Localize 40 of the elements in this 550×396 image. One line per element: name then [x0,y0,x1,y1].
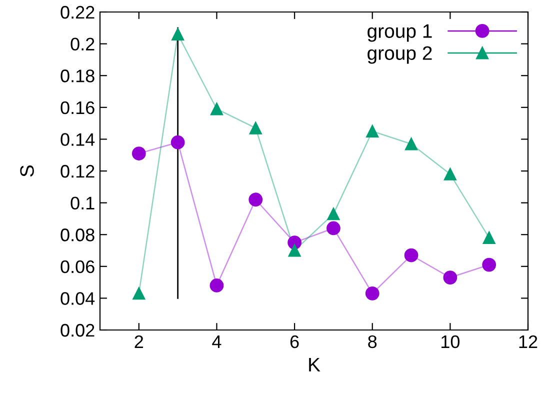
point [327,208,340,220]
x-axis-title: K [309,358,320,372]
point [170,135,185,150]
point [210,102,223,116]
point [443,270,458,284]
point [248,192,263,207]
y-tick-label: 0.12 [60,164,94,178]
y-tick-label: 0.22 [60,6,94,19]
point [326,221,340,236]
y-tick-label: 0.14 [60,133,95,146]
x-tick-label: 8 [368,335,377,348]
point [405,138,418,150]
x-tick-label: 2 [134,335,144,348]
x-tick-label: 4 [212,336,222,348]
point [366,125,379,138]
y-tick-label: 0.06 [60,260,94,274]
legend-label: group 2 [368,46,432,64]
y-tick-label: 0.2 [70,38,94,51]
point [132,146,146,160]
point [404,248,418,262]
legend-label: group 1 [368,24,432,42]
point [249,122,262,134]
point [482,258,496,272]
y-tick-label: 0.08 [60,228,94,242]
y-tick-label: 0.1 [70,196,94,210]
point [172,28,184,41]
point [288,244,301,257]
x-tick-label: 6 [290,335,299,348]
x-tick-label: 10 [442,335,460,348]
y-tick-label: 0.18 [60,70,94,82]
y-tick-label: 0.04 [60,292,95,305]
y-tick-label: 0.16 [60,101,94,114]
point [132,287,146,300]
point [444,168,456,180]
point [210,278,224,292]
point [482,232,496,244]
y-tick-label: 0.02 [60,324,94,337]
x-tick-label: 12 [519,335,538,348]
point [365,286,380,300]
y-axis-title: S [20,165,34,177]
